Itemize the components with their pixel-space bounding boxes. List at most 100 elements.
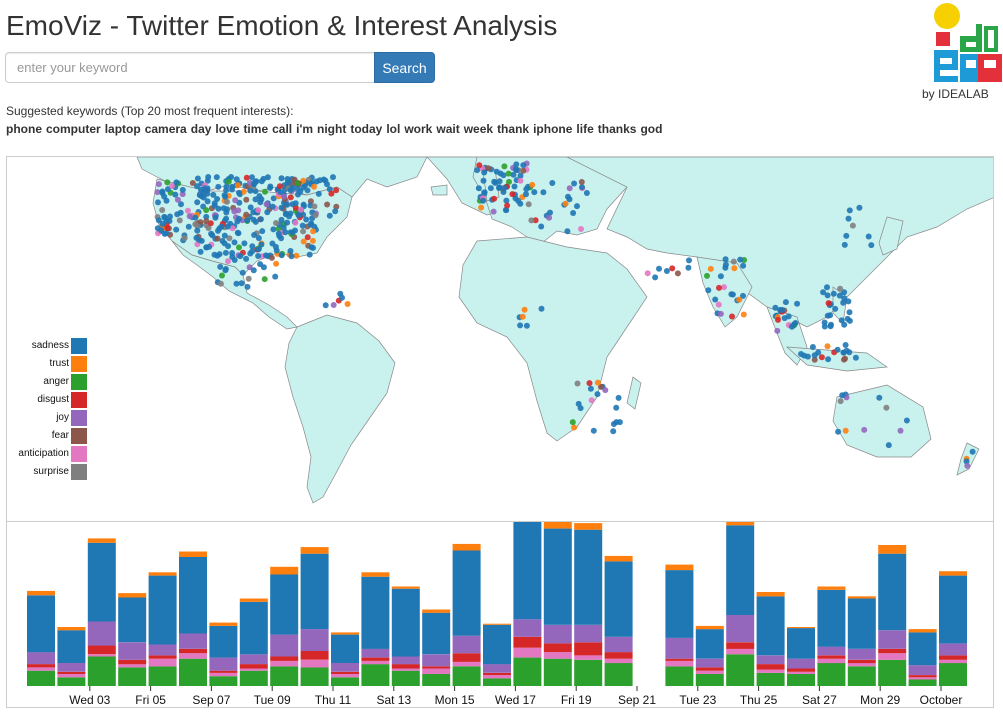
bar-segment-disgust[interactable] [543,643,572,653]
tweet-marker[interactable] [178,201,184,208]
tweet-marker[interactable] [330,302,337,308]
search-input[interactable] [5,52,375,83]
tweet-marker[interactable] [775,316,781,323]
bar-segment-disgust[interactable] [939,655,967,660]
tweet-marker[interactable] [722,256,729,263]
day-bar[interactable] [604,555,633,686]
tweet-marker[interactable] [583,190,590,196]
bar-segment-anticipation[interactable] [27,667,55,671]
tweet-marker[interactable] [216,225,223,232]
bar-segment-disgust[interactable] [391,664,420,669]
tweet-marker[interactable] [485,165,492,172]
tweet-marker[interactable] [243,174,250,181]
tweet-marker[interactable] [586,380,593,387]
tweet-marker[interactable] [517,172,524,179]
day-bar[interactable] [270,566,299,686]
tweet-marker[interactable] [292,204,299,211]
tweet-marker[interactable] [243,255,250,262]
bar-segment-trust[interactable] [391,586,420,589]
tweet-marker[interactable] [549,180,556,186]
bar-segment-disgust[interactable] [878,648,907,654]
tweet-marker[interactable] [310,228,317,235]
tweet-marker[interactable] [181,235,188,241]
tweet-marker[interactable] [594,379,601,386]
tweet-marker[interactable] [830,290,837,297]
tweet-marker[interactable] [280,193,287,200]
bar-segment-anticipation[interactable] [878,653,907,660]
bar-segment-disgust[interactable] [422,666,451,669]
bar-segment-joy[interactable] [57,663,86,672]
tweet-marker[interactable] [827,323,834,330]
tweet-marker[interactable] [774,327,781,334]
day-bar[interactable] [543,522,572,686]
tweet-marker[interactable] [849,222,856,229]
tweet-marker[interactable] [247,204,254,211]
tweet-marker[interactable] [282,229,289,236]
bar-segment-anticipation[interactable] [87,654,116,657]
tweet-marker[interactable] [287,248,294,254]
day-bar[interactable] [118,593,147,686]
tweet-marker[interactable] [502,207,509,213]
bar-segment-trust[interactable] [270,566,299,575]
day-bar[interactable] [483,623,511,686]
tweet-marker[interactable] [590,427,597,434]
bar-segment-sadness[interactable] [695,629,724,659]
bar-segment-trust[interactable] [847,596,876,599]
tweet-marker[interactable] [246,264,253,271]
tweet-marker[interactable] [278,216,285,223]
bar-segment-anger[interactable] [574,659,603,686]
tweet-marker[interactable] [820,289,827,296]
tweet-marker[interactable] [868,242,875,249]
tweet-marker[interactable] [521,306,528,313]
tweet-marker[interactable] [506,178,512,185]
bar-segment-joy[interactable] [452,635,481,654]
tweet-marker[interactable] [491,195,498,202]
tweet-marker[interactable] [529,181,536,188]
tweet-marker[interactable] [228,174,235,180]
tweet-marker[interactable] [525,201,532,208]
bar-segment-joy[interactable] [908,665,937,675]
bar-segment-sadness[interactable] [422,612,451,655]
tweet-marker[interactable] [876,394,883,401]
tweet-marker[interactable] [159,190,166,196]
tweet-marker[interactable] [257,261,264,268]
tweet-marker[interactable] [252,179,258,186]
tweet-marker[interactable] [504,202,511,209]
bar-segment-disgust[interactable] [361,657,390,661]
tweet-marker[interactable] [159,220,166,227]
tweet-marker[interactable] [287,210,294,217]
tweet-marker[interactable] [222,267,229,274]
tweet-marker[interactable] [229,186,235,193]
tweet-marker[interactable] [289,229,296,236]
tweet-marker[interactable] [481,169,488,176]
bar-segment-trust[interactable] [239,598,268,602]
tweet-marker[interactable] [737,256,744,263]
tweet-marker[interactable] [841,356,847,363]
tweet-marker[interactable] [264,209,271,216]
tweet-marker[interactable] [841,295,848,302]
bar-segment-anger[interactable] [452,666,481,686]
emotion-timeline[interactable]: Wed 03 Fri 05 Sep 07 Tue 09 Thu 11 Sat 13 Mon … [6,522,994,708]
suggested-keyword[interactable]: thank [497,122,530,136]
bar-segment-anticipation[interactable] [239,668,268,671]
bar-segment-disgust[interactable] [118,659,147,665]
bar-segment-disgust[interactable] [331,671,359,674]
tweet-marker[interactable] [300,177,307,184]
bar-segment-sadness[interactable] [543,528,572,625]
bar-segment-anger[interactable] [787,674,815,686]
tweet-marker[interactable] [189,180,196,186]
emotion-map[interactable]: sadness trust anger disgust joy fear anticipat… [6,156,994,522]
bar-segment-sadness[interactable] [878,553,907,631]
tweet-marker[interactable] [897,427,904,434]
tweet-marker[interactable] [232,197,239,204]
tweet-marker[interactable] [255,253,262,259]
bar-segment-anger[interactable] [209,676,238,686]
tweet-marker[interactable] [198,237,205,244]
bar-segment-anger[interactable] [604,663,633,686]
tweet-marker[interactable] [243,211,250,218]
tweet-marker[interactable] [186,213,193,220]
tweet-marker[interactable] [846,309,853,316]
tweet-marker[interactable] [333,187,340,194]
bar-segment-trust[interactable] [695,625,724,630]
tweet-marker[interactable] [615,394,622,401]
